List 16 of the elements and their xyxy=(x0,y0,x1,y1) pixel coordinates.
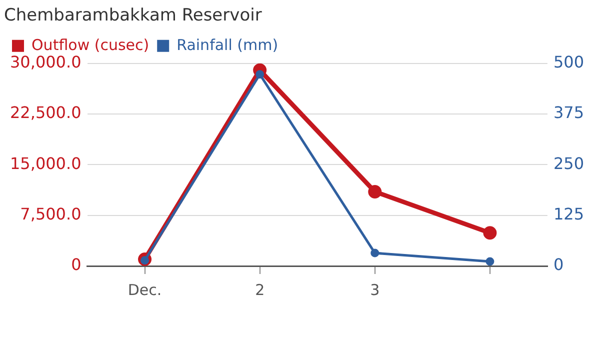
y-tick-label: 22,500.0 xyxy=(10,103,82,122)
chart-title: Chembarambakkam Reservoir xyxy=(4,6,262,26)
y-tick-label: 30,000.0 xyxy=(10,52,82,72)
y2-tick-label: 125 xyxy=(553,204,584,224)
y2-tick-label: 250 xyxy=(553,154,584,173)
y-tick-label: 7,500.0 xyxy=(20,204,82,224)
x-tick-label: 3 xyxy=(370,280,380,299)
legend-label: Outflow (cusec) xyxy=(32,36,150,54)
y-tick-label: 0 xyxy=(71,255,82,274)
y2-tick-label: 500 xyxy=(553,52,584,72)
y2-tick-label: 0 xyxy=(553,255,564,274)
x-tick-label: Dec. xyxy=(128,280,162,299)
y-tick-label: 15,000.0 xyxy=(10,154,82,173)
x-tick-label: 2 xyxy=(255,280,265,299)
legend-label: Rainfall (mm) xyxy=(176,36,278,54)
y2-tick-label: 375 xyxy=(553,103,584,122)
